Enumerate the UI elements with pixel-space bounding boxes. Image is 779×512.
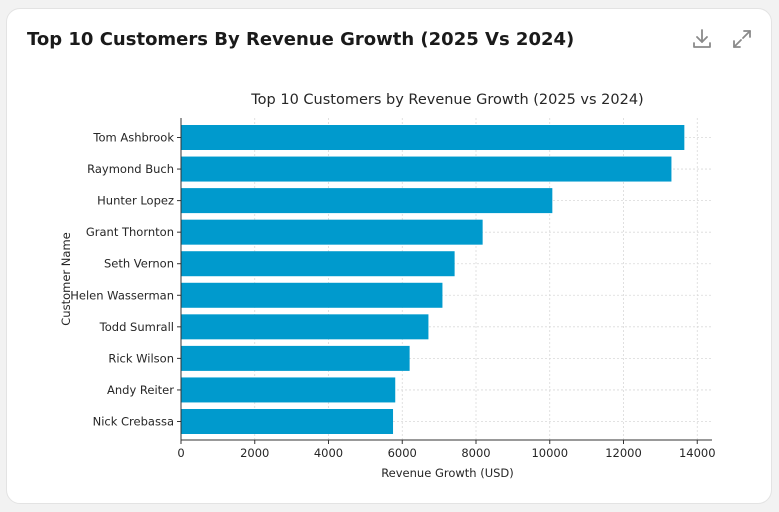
bar [181,156,672,182]
x-tick-label: 6000 [388,446,417,460]
y-tick-label: Todd Sumrall [99,320,174,334]
card-title: Top 10 Customers By Revenue Growth (2025… [27,29,575,50]
expand-icon[interactable] [730,27,754,51]
x-tick-label: 14000 [679,446,716,460]
bar [181,125,685,150]
bar [181,345,410,371]
bar [181,377,396,403]
y-tick-label: Raymond Buch [87,162,174,176]
y-tick-label: Nick Crebassa [93,415,174,429]
y-tick-label: Andy Reiter [107,383,174,397]
download-icon[interactable] [690,27,714,51]
x-axis-label: Revenue Growth (USD) [381,466,514,480]
x-tick-label: 2000 [240,446,269,460]
y-tick-label: Hunter Lopez [97,194,174,208]
bar [181,409,394,434]
x-tick-label: 10000 [531,446,568,460]
bar [181,188,553,214]
tick-labels: 0 2000 4000 6000 8000 10000 12000 14000 Tom Ashb… [70,131,715,461]
x-tick-label: 0 [177,446,184,460]
y-tick-label: Seth Vernon [104,257,174,271]
x-tick-label: 4000 [314,446,343,460]
bar [181,314,429,340]
bar [181,219,483,245]
bar [181,282,443,308]
chart-title: Top 10 Customers by Revenue Growth (2025… [250,92,643,108]
y-tick-label: Helen Wasserman [70,288,174,302]
x-tick-label: 12000 [605,446,642,460]
y-tick-label: Tom Ashbrook [92,131,174,145]
bar [181,251,455,277]
bars [181,125,685,434]
y-tick-label: Grant Thornton [86,225,174,239]
y-axis-label: Customer Name [59,232,73,325]
x-tick-label: 8000 [461,446,490,460]
y-tick-label: Rick Wilson [108,351,174,365]
